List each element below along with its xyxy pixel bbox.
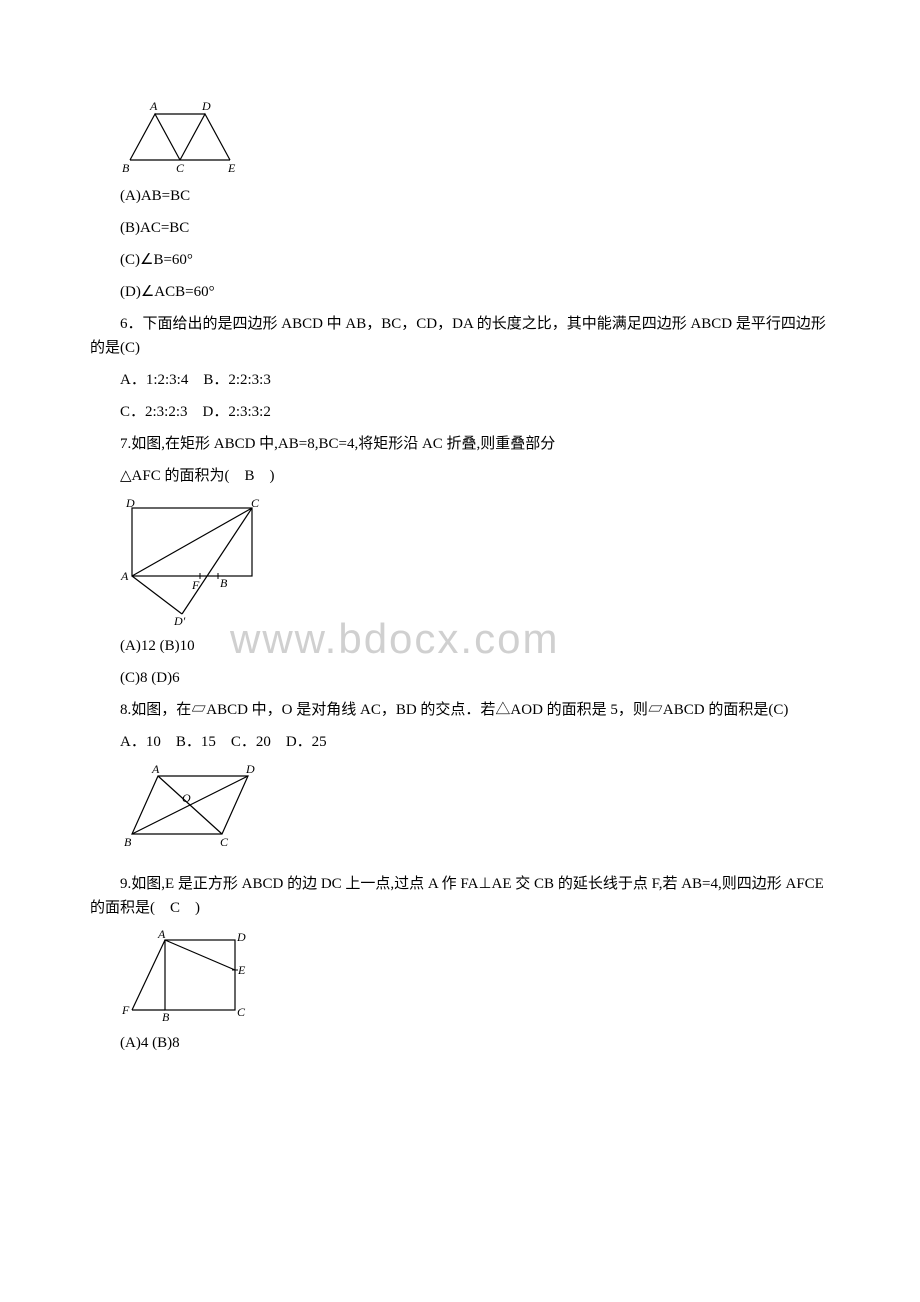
q5-optD: (D)∠ACB=60° bbox=[90, 280, 830, 304]
q7-figure: D C A B F D′ bbox=[120, 496, 830, 626]
label-F: F bbox=[121, 1003, 130, 1017]
q7-text2: △AFC 的面积为( B ) bbox=[90, 464, 830, 488]
q5-figure: A D B C E bbox=[120, 96, 830, 176]
q9-figure: A D E C B F bbox=[120, 928, 830, 1023]
label-A: A bbox=[120, 569, 129, 583]
label-E: E bbox=[237, 963, 246, 977]
label-E: E bbox=[227, 161, 236, 175]
q7-opts1: (A)12 (B)10 bbox=[90, 634, 830, 658]
q5-optA: (A)AB=BC bbox=[90, 184, 830, 208]
label-C: C bbox=[176, 161, 185, 175]
label-A: A bbox=[151, 762, 160, 776]
label-O: O bbox=[182, 791, 191, 805]
label-D: D bbox=[125, 496, 135, 510]
q5-optB: (B)AC=BC bbox=[90, 216, 830, 240]
label-D: D bbox=[236, 930, 246, 944]
label-D: D bbox=[201, 99, 211, 113]
label-A: A bbox=[149, 99, 158, 113]
q8-text: 8.如图，在▱ABCD 中，O 是对角线 AC，BD 的交点．若△AOD 的面积… bbox=[90, 698, 830, 722]
label-C: C bbox=[251, 496, 260, 510]
label-B: B bbox=[122, 161, 130, 175]
q9-opts1: (A)4 (B)8 bbox=[90, 1031, 830, 1055]
label-B: B bbox=[220, 576, 228, 590]
label-Dp: D′ bbox=[173, 614, 186, 626]
q8-figure: A D B C O bbox=[120, 762, 830, 852]
label-B: B bbox=[124, 835, 132, 849]
label-F: F bbox=[191, 578, 200, 592]
q6-text: 6．下面给出的是四边形 ABCD 中 AB，BC，CD，DA 的长度之比，其中能… bbox=[90, 312, 830, 360]
label-B: B bbox=[162, 1010, 170, 1023]
q6-opts1: A．1:2:3:4 B．2:2:3:3 bbox=[90, 368, 830, 392]
label-C: C bbox=[237, 1005, 246, 1019]
q9-text: 9.如图,E 是正方形 ABCD 的边 DC 上一点,过点 A 作 FA⊥AE … bbox=[90, 872, 830, 920]
q8-opts: A．10 B．15 C．20 D．25 bbox=[90, 730, 830, 754]
label-C: C bbox=[220, 835, 229, 849]
q5-optC: (C)∠B=60° bbox=[90, 248, 830, 272]
q7-opts2: (C)8 (D)6 bbox=[90, 666, 830, 690]
q7-text: 7.如图,在矩形 ABCD 中,AB=8,BC=4,将矩形沿 AC 折叠,则重叠… bbox=[90, 432, 830, 456]
label-D: D bbox=[245, 762, 255, 776]
q6-opts2: C．2:3:2:3 D．2:3:3:2 bbox=[90, 400, 830, 424]
page-content: A D B C E (A)AB=BC (B)AC=BC (C)∠B=60° (D… bbox=[90, 96, 830, 1055]
label-A: A bbox=[157, 928, 166, 941]
